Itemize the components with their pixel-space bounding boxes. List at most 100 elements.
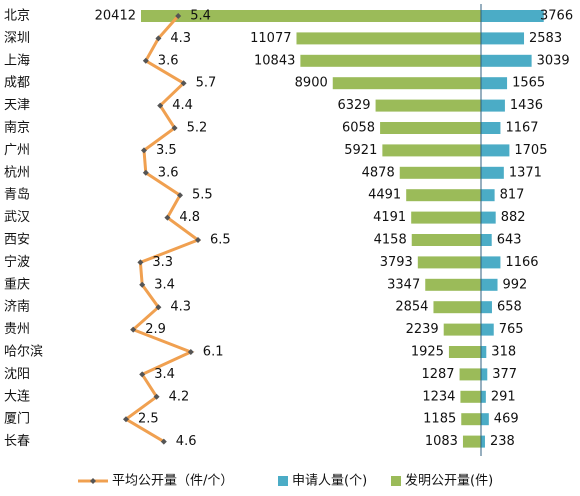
value-label: 1185: [423, 412, 456, 427]
value-label: 817: [500, 188, 525, 203]
value-label: 4158: [374, 233, 407, 248]
legend-label: 发明公开量(件): [405, 473, 493, 489]
bar: [459, 368, 481, 381]
bar: [411, 211, 481, 224]
category-label: 沈阳: [4, 367, 30, 382]
value-label: 4.3: [170, 31, 191, 46]
bar: [481, 122, 501, 134]
point: [153, 393, 160, 400]
category-label: 南京: [4, 120, 30, 136]
value-label: 1234: [422, 389, 455, 404]
bar: [481, 346, 487, 358]
line: [123, 15, 202, 443]
category-label: 大连: [4, 388, 30, 404]
bar: [460, 390, 481, 403]
category-label: 重庆: [4, 276, 30, 292]
bar: [411, 234, 481, 246]
point: [187, 349, 194, 355]
value-label: 4878: [362, 165, 395, 180]
point: [123, 416, 129, 423]
category-label: 厦门: [4, 412, 30, 427]
point: [180, 80, 187, 87]
point: [142, 169, 149, 176]
value-label: 3.3: [152, 255, 173, 270]
value-label: 643: [497, 233, 522, 248]
value-label: 2.5: [138, 412, 159, 427]
category-label: 上海: [4, 53, 30, 68]
value-label: 6329: [337, 98, 370, 113]
bar: [481, 54, 532, 67]
bar: [332, 77, 481, 90]
value-label: 1925: [411, 345, 444, 360]
value-label: 4.6: [176, 434, 197, 449]
legend-label: 平均公开量（件/个）: [112, 474, 233, 489]
value-label: 4.2: [169, 389, 190, 404]
value-label: 882: [501, 210, 526, 225]
value-label: 3.5: [156, 143, 177, 158]
bar: [462, 435, 481, 448]
value-label: 1167: [505, 121, 538, 136]
bar: [481, 323, 494, 336]
bar: [481, 32, 525, 45]
bar: [406, 189, 481, 202]
point: [130, 326, 137, 333]
category-label: 西安: [4, 233, 30, 248]
value-label: 377: [492, 367, 517, 382]
bar: [399, 166, 481, 179]
value-label: 3.4: [154, 367, 175, 382]
point: [137, 259, 144, 266]
bar: [481, 390, 486, 403]
point: [175, 13, 182, 19]
point: [139, 371, 146, 378]
legend-point: [90, 478, 96, 484]
bar: [433, 301, 481, 314]
value-label: 658: [497, 300, 522, 315]
bar: [141, 10, 481, 22]
bar: [448, 346, 481, 358]
value-label: 3793: [380, 255, 413, 270]
value-label: 1083: [425, 434, 458, 449]
value-label: 2239: [406, 322, 439, 337]
category-label: 贵州: [4, 322, 30, 337]
bar: [481, 435, 485, 448]
value-label: 1371: [509, 165, 542, 180]
point: [142, 57, 149, 64]
bar: [417, 256, 481, 269]
category-label: 宁波: [4, 254, 30, 270]
value-label: 3.4: [154, 277, 175, 292]
bar: [481, 99, 505, 112]
value-label: 5.7: [196, 76, 217, 91]
bar: [300, 54, 481, 67]
value-label: 4191: [373, 210, 406, 225]
category-label: 广州: [4, 143, 30, 158]
category-label: 杭州: [4, 165, 30, 180]
point: [155, 304, 162, 311]
category-label: 成都: [4, 76, 30, 91]
value-label: 765: [499, 322, 524, 337]
value-label: 11077: [250, 31, 291, 46]
value-label: 1565: [512, 76, 545, 91]
bar: [481, 301, 492, 314]
value-label: 6.5: [210, 233, 231, 248]
value-label: 5921: [344, 143, 377, 158]
value-label: 8900: [295, 76, 328, 91]
value-label: 20412: [95, 9, 136, 24]
point: [141, 147, 147, 154]
bar: [481, 10, 544, 22]
bar: [380, 122, 481, 134]
value-label: 3.6: [158, 53, 179, 68]
bar: [481, 368, 488, 381]
point: [171, 125, 178, 131]
category-label: 北京: [4, 9, 30, 24]
bar: [481, 189, 495, 202]
value-label: 4.3: [170, 300, 191, 315]
bar: [296, 32, 481, 45]
legend-swatch: [278, 476, 288, 486]
category-label: 武汉: [4, 210, 30, 225]
value-label: 469: [494, 412, 519, 427]
bar: [481, 77, 508, 90]
value-label: 6058: [342, 121, 375, 136]
bar: [375, 99, 481, 112]
legend-label: 申请人量(个): [292, 474, 367, 489]
